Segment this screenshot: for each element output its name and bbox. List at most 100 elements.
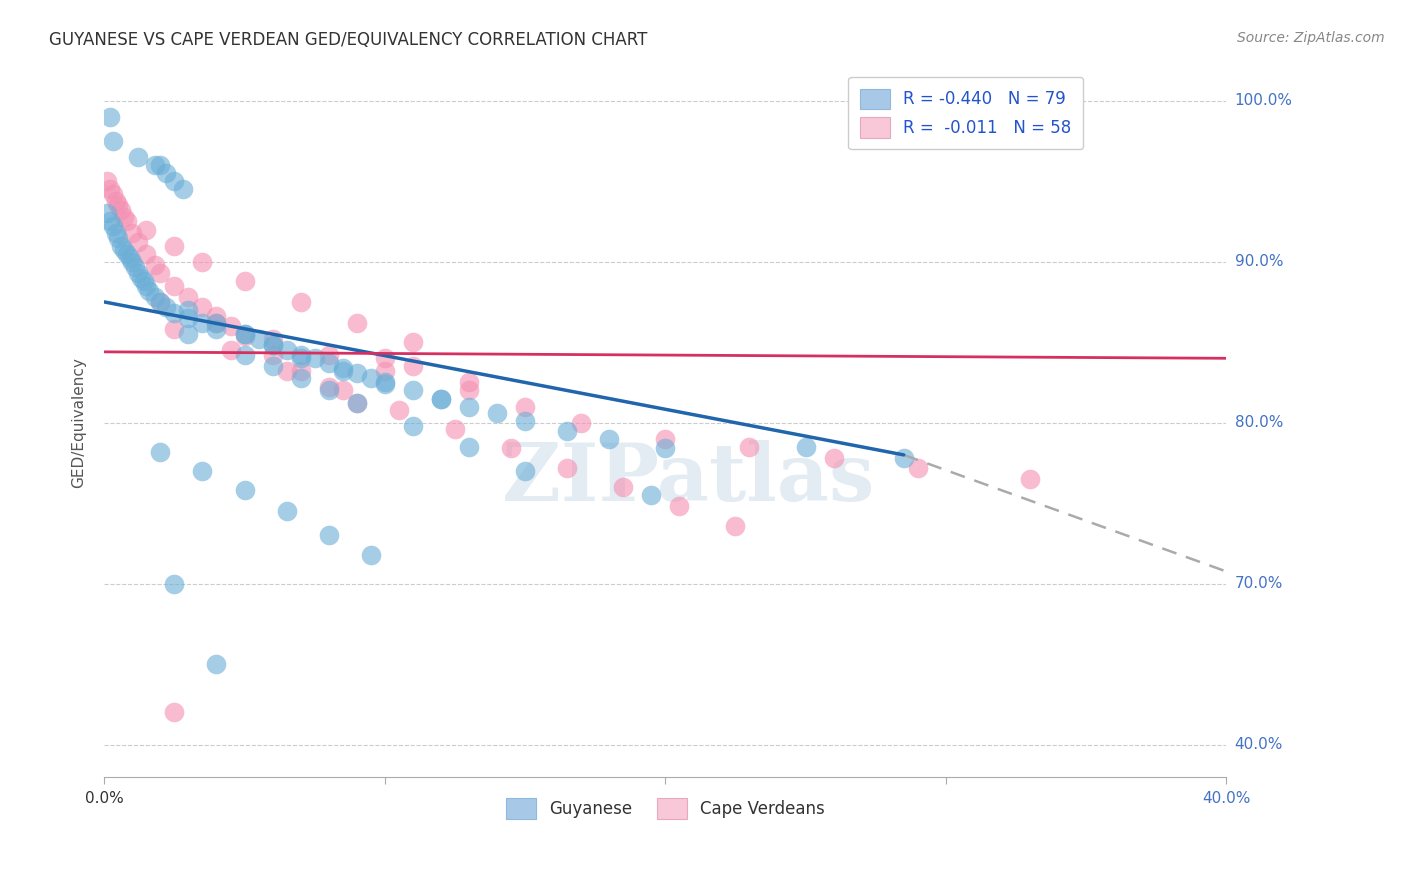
Point [191,464,214,478]
Point [290,348,312,362]
Point [107,198,129,212]
Point [374,377,396,392]
Point [127,266,149,280]
Point [135,222,157,236]
Point [115,214,138,228]
Point [569,416,592,430]
Legend: Guyanese, Cape Verdeans: Guyanese, Cape Verdeans [499,791,832,825]
Point [118,252,141,266]
Point [233,483,256,498]
Point [101,219,124,234]
Point [155,166,177,180]
Point [247,332,270,346]
Point [163,322,186,336]
Point [177,311,200,326]
Point [318,528,340,542]
Point [205,316,228,330]
Point [346,316,368,330]
Point [640,488,662,502]
Point [101,187,124,202]
Point [402,335,425,350]
Point [513,414,536,428]
Point [191,254,214,268]
Point [205,322,228,336]
Point [149,444,172,458]
Point [149,295,172,310]
Point [112,244,135,258]
Point [346,396,368,410]
Point [360,548,382,562]
Y-axis label: GED/Equivalency: GED/Equivalency [72,358,86,488]
Point [143,290,166,304]
Point [163,306,186,320]
Text: GUYANESE VS CAPE VERDEAN GED/EQUIVALENCY CORRELATION CHART: GUYANESE VS CAPE VERDEAN GED/EQUIVALENCY… [49,31,648,49]
Point [360,370,382,384]
Point [121,226,143,240]
Point [262,332,284,346]
Point [233,348,256,362]
Point [177,290,200,304]
Point [107,230,129,244]
Point [135,278,157,293]
Text: ZIPatlas: ZIPatlas [502,441,875,518]
Point [794,440,817,454]
Point [149,295,172,310]
Point [668,500,690,514]
Point [132,274,155,288]
Point [127,235,149,250]
Point [290,351,312,366]
Point [444,422,467,436]
Point [262,338,284,352]
Point [290,295,312,310]
Point [98,110,121,124]
Point [555,424,578,438]
Point [907,460,929,475]
Point [499,442,522,456]
Point [276,364,298,378]
Text: 40.0%: 40.0% [1234,737,1282,752]
Text: 0.0%: 0.0% [84,790,124,805]
Text: 90.0%: 90.0% [1234,254,1284,269]
Point [127,150,149,164]
Point [374,364,396,378]
Point [205,310,228,324]
Point [276,343,298,358]
Point [177,327,200,342]
Point [163,706,186,720]
Point [458,376,481,390]
Point [98,182,121,196]
Point [374,351,396,366]
Point [172,182,194,196]
Point [205,657,228,672]
Point [112,210,135,224]
Text: 100.0%: 100.0% [1234,94,1292,108]
Point [205,316,228,330]
Point [458,384,481,398]
Point [724,518,747,533]
Point [110,238,132,252]
Text: 80.0%: 80.0% [1234,415,1282,430]
Point [262,359,284,374]
Point [262,348,284,362]
Point [155,300,177,314]
Point [163,174,186,188]
Point [149,266,172,280]
Point [98,214,121,228]
Point [177,303,200,318]
Point [458,400,481,414]
Point [823,451,845,466]
Point [346,366,368,380]
Point [101,134,124,148]
Point [513,400,536,414]
Point [121,254,143,268]
Point [374,376,396,390]
Point [1019,472,1042,486]
Point [290,364,312,378]
Point [304,351,326,366]
Point [233,327,256,342]
Point [129,270,152,285]
Point [163,238,186,252]
Point [738,440,761,454]
Point [163,576,186,591]
Point [233,328,256,343]
